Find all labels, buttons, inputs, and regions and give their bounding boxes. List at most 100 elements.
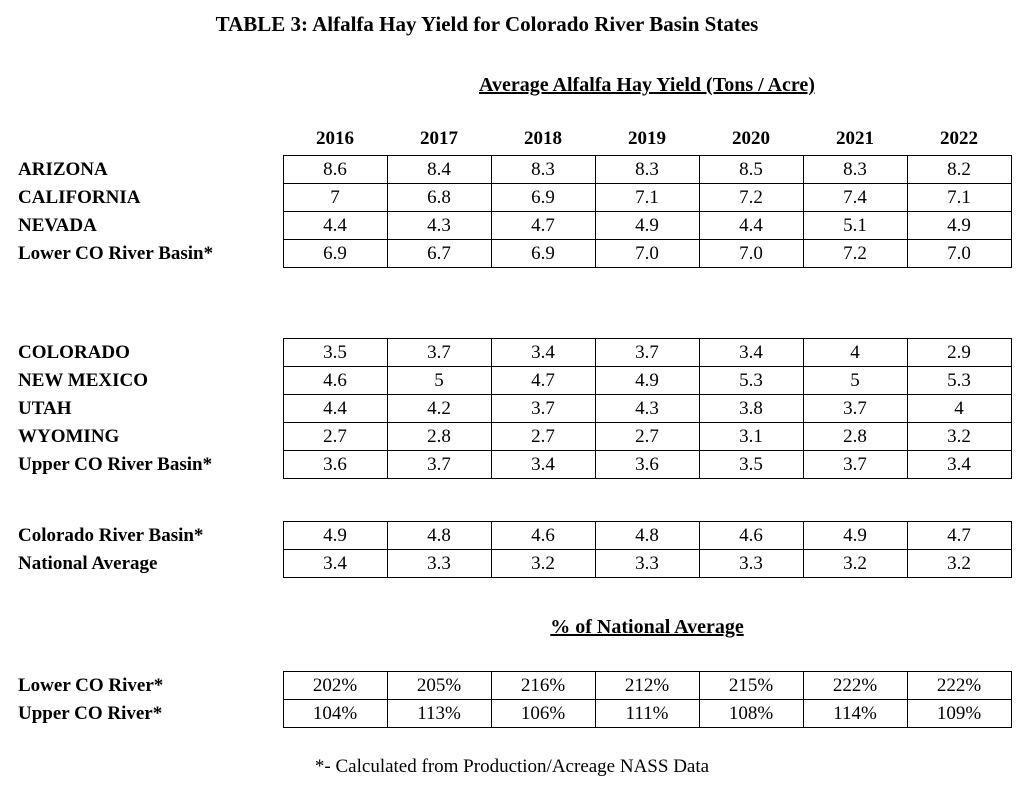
pct-of-national-heading: % of National Average [550,616,744,638]
table-cell: 5 [386,366,492,395]
table-cell: 3.2 [906,549,1012,578]
table-cell: 215% [698,671,804,700]
table-cell: 8.3 [594,155,700,184]
table-cell: 5.1 [802,211,908,240]
table-cell: 7.1 [906,183,1012,212]
table-cell: 4.4 [282,394,388,423]
table-row: COLORADO 3.5 3.7 3.4 3.7 3.4 4 2.9 [18,338,1012,367]
table-row: CALIFORNIA 7 6.8 6.9 7.1 7.2 7.4 7.1 [18,183,1012,212]
year-header: 2022 [940,128,978,149]
table-row: Colorado River Basin* 4.9 4.8 4.6 4.8 4.… [18,521,1012,550]
table-cell: 222% [906,671,1012,700]
table-row: ARIZONA 8.6 8.4 8.3 8.3 8.5 8.3 8.2 [18,155,1012,184]
table-cell: 212% [594,671,700,700]
table-cell: 4.9 [906,211,1012,240]
table-row: NEVADA 4.4 4.3 4.7 4.9 4.4 5.1 4.9 [18,211,1012,240]
table-cell: 8.3 [490,155,596,184]
table-title: TABLE 3: Alfalfa Hay Yield for Colorado … [215,12,759,36]
table-cell: 3.5 [282,338,388,367]
table-row: WYOMING 2.7 2.8 2.7 2.7 3.1 2.8 3.2 [18,422,1012,451]
table-row: Lower CO River* 202% 205% 216% 212% 215%… [18,671,1012,700]
basin-summary-table: Colorado River Basin* 4.9 4.8 4.6 4.8 4.… [18,521,1012,578]
row-label: Colorado River Basin* [18,524,204,546]
table-cell: 202% [282,671,388,700]
table-cell: 3.4 [490,338,596,367]
row-label: NEW MEXICO [18,369,149,391]
table-cell: 111% [594,699,700,728]
table-cell: 3.2 [906,422,1012,451]
table-cell: 4.7 [490,211,596,240]
table-row: National Average 3.4 3.3 3.2 3.3 3.3 3.2… [18,549,1012,578]
table-cell: 106% [490,699,596,728]
row-label: Lower CO River* [18,674,164,696]
table-cell: 4.8 [594,521,700,550]
table-cell: 113% [386,699,492,728]
table-cell: 8.4 [386,155,492,184]
year-header: 2019 [628,128,666,149]
table-cell: 3.4 [282,549,388,578]
table-cell: 4.4 [282,211,388,240]
table-cell: 222% [802,671,908,700]
table-row: Upper CO River Basin* 3.6 3.7 3.4 3.6 3.… [18,450,1012,479]
table-cell: 4.4 [698,211,804,240]
table-row: Upper CO River* 104% 113% 106% 111% 108%… [18,699,1012,728]
table-cell: 7.0 [594,239,700,268]
table-cell: 4.7 [490,366,596,395]
table-row: Lower CO River Basin* 6.9 6.7 6.9 7.0 7.… [18,239,1012,268]
table-cell: 4.8 [386,521,492,550]
table-cell: 4.3 [594,394,700,423]
upper-basin-table: COLORADO 3.5 3.7 3.4 3.7 3.4 4 2.9 NEW M… [18,338,1012,479]
year-header: 2021 [836,128,874,149]
year-header: 2018 [524,128,562,149]
table-cell: 7.2 [698,183,804,212]
row-label: CALIFORNIA [18,186,141,208]
table-cell: 6.8 [386,183,492,212]
table-cell: 3.7 [490,394,596,423]
table-cell: 4.2 [386,394,492,423]
table-cell: 205% [386,671,492,700]
row-label: National Average [18,552,158,574]
table-cell: 4.6 [698,521,804,550]
row-label: Lower CO River Basin* [18,242,214,264]
table-cell: 7.0 [906,239,1012,268]
table-cell: 104% [282,699,388,728]
table-cell: 5 [802,366,908,395]
table-cell: 3.7 [802,450,908,479]
table-cell: 114% [802,699,908,728]
yield-units-heading: Average Alfalfa Hay Yield (Tons / Acre) [479,74,815,96]
table-cell: 7.4 [802,183,908,212]
table-cell: 8.5 [698,155,804,184]
table-cell: 4.3 [386,211,492,240]
table-cell: 4.7 [906,521,1012,550]
year-header: 2016 [316,128,354,149]
table-cell: 3.7 [802,394,908,423]
table-cell: 2.8 [386,422,492,451]
table-cell: 3.6 [594,450,700,479]
table-cell: 8.2 [906,155,1012,184]
table-cell: 3.3 [698,549,804,578]
table-cell: 8.6 [282,155,388,184]
table-cell: 2.7 [594,422,700,451]
table-cell: 216% [490,671,596,700]
table-cell: 3.4 [906,450,1012,479]
table-row: NEW MEXICO 4.6 5 4.7 4.9 5.3 5 5.3 [18,366,1012,395]
table-cell: 7 [282,183,388,212]
row-label: UTAH [18,397,72,419]
table-cell: 4.9 [282,521,388,550]
table-cell: 8.3 [802,155,908,184]
lower-basin-table: ARIZONA 8.6 8.4 8.3 8.3 8.5 8.3 8.2 CALI… [18,155,1012,268]
table-cell: 4.6 [490,521,596,550]
table-cell: 4.9 [594,211,700,240]
table-cell: 6.9 [282,239,388,268]
table-cell: 4.9 [802,521,908,550]
table-cell: 4 [906,394,1012,423]
table-cell: 6.7 [386,239,492,268]
table-cell: 3.5 [698,450,804,479]
table-cell: 4.6 [282,366,388,395]
table-cell: 7.1 [594,183,700,212]
year-header-row: 2016 2017 2018 2019 2020 2021 2022 [18,128,1011,150]
table-cell: 4.9 [594,366,700,395]
row-label: WYOMING [18,425,120,447]
table-cell: 3.4 [490,450,596,479]
